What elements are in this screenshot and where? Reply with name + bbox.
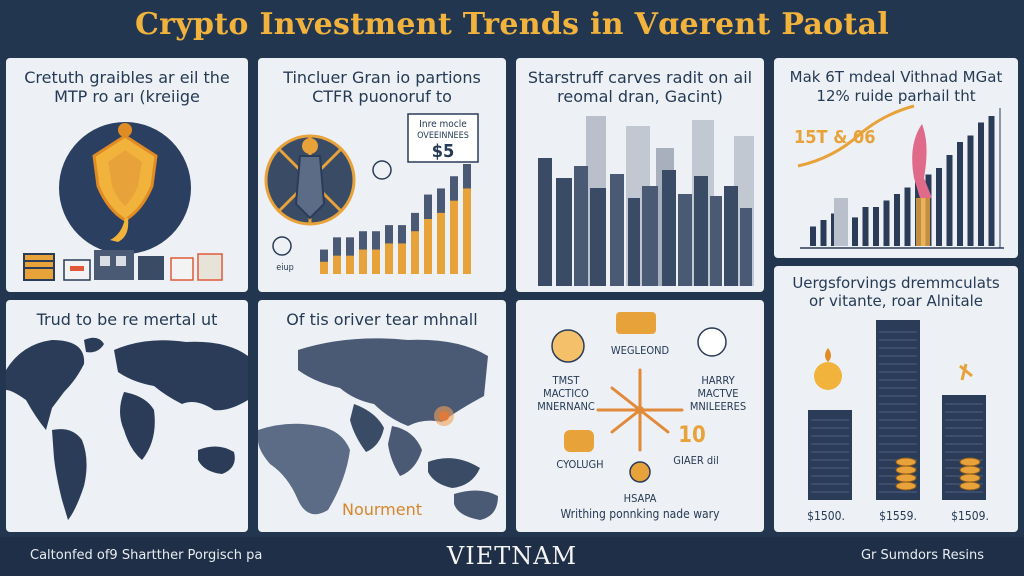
bar [424, 219, 432, 274]
node-bottom-left-label: CYOLUGH [556, 458, 604, 471]
panel-asia-map: Of tis oriver tear mhnall Nourment [258, 300, 506, 532]
footer-left-text: Caltonfed of9 Shartther Porgisch pa [30, 548, 263, 563]
bar [862, 207, 869, 246]
market-value-label: 15T & 06 [794, 127, 876, 148]
panel-caption-line1: Uergsforvings dremmculats [792, 274, 1000, 292]
investment-illustration [808, 320, 986, 500]
panel-caption-line2: or vitante, roar Alnitale [808, 292, 984, 310]
bar-label-1: $1500. [807, 509, 845, 523]
footer-bar: Caltonfed of9 Shartther Porgisch pa VIET… [0, 537, 1024, 576]
bar [346, 255, 354, 274]
node-right-label-3: MNILEERES [689, 400, 747, 413]
asia-map-illustration [258, 338, 498, 520]
world-map-illustration [6, 337, 248, 520]
bar [978, 122, 984, 246]
panel-network-diagram: WEGLEOND TMST MACTICO MNERNANC HARRY MAC… [516, 300, 764, 532]
bar [967, 135, 974, 246]
panel-caption-line1: Cretuth graibles ar eil the [24, 68, 230, 87]
bar [463, 188, 471, 274]
skyline-illustration [538, 116, 754, 286]
bar [359, 249, 367, 274]
panel-caption-line2: CTFR puonoruf to [312, 87, 452, 106]
node-left-label-1: TMST [552, 374, 580, 387]
bar [411, 231, 419, 274]
bar [333, 237, 341, 274]
bar [385, 243, 393, 274]
bar [988, 116, 995, 246]
node-right-label-2: MACTVE [697, 387, 739, 400]
bar [450, 200, 458, 274]
bar-label-2: $1559. [879, 509, 917, 523]
icon-label: eiup [276, 263, 294, 273]
network-diagram [551, 312, 727, 483]
shield-badge-illustration [23, 122, 223, 281]
node-bottom-right-number: 10 [678, 423, 706, 448]
panel-gain-portions: Tincluer Gran io partions CTFR puonoruf … [258, 58, 506, 292]
panel-growth-graphics: Cretuth graibles ar eil the MTP ro arı (… [6, 58, 248, 292]
panel-caption: Trud to be re mertal ut [36, 310, 218, 329]
diagram-bottom-caption: Writhing ponnking nade wary [560, 507, 720, 521]
infographic-title: Crypto Investment Trends in Vɑerent Paot… [134, 7, 890, 42]
bar-label-3: $1509. [951, 509, 989, 523]
footer-country-label: VIETNAM [446, 542, 578, 570]
investment-bar-chart [808, 320, 986, 500]
panel-investment-bars: Uergsforvings dremmculats or vitante, ro… [774, 266, 1018, 532]
node-right-label-1: HARRY [701, 374, 735, 387]
info-box-line1: Inre mocle [419, 119, 467, 130]
panel-world-map: Trud to be re mertal ut [6, 300, 248, 532]
footer-right-text: Gr Sumdors Resins [860, 548, 984, 563]
bar [810, 226, 816, 246]
bar [372, 249, 380, 274]
panel-caption: Of tis oriver tear mhnall [286, 310, 478, 329]
panel-caption-line2: MTP ro arı (kreiige [54, 87, 200, 106]
bar [873, 207, 879, 246]
bar [333, 255, 341, 274]
node-bottom-right-label: GIAER dil [673, 454, 719, 467]
bar [437, 212, 445, 274]
panel-caption-line1: Tincluer Gran io partions [283, 68, 481, 87]
node-bottom-label: HSAPA [623, 492, 657, 505]
panel-caption-line2: 12% ruide parhail tht [816, 87, 976, 105]
bar [346, 237, 354, 274]
building-icons [23, 250, 223, 281]
panel-caption-line2: reomal dran, Gacint) [557, 87, 723, 106]
bar [320, 261, 328, 274]
info-box-value: $5 [431, 141, 455, 162]
bar [398, 243, 406, 274]
bar [894, 194, 900, 246]
bar [904, 187, 911, 246]
panel-caption-line1: Starstruff carves radit on ail [527, 68, 753, 87]
node-top-label: WEGLEOND [610, 344, 670, 357]
gain-illustration [264, 113, 479, 274]
panel-city-skyline: Starstruff carves radit on ail reomal dr… [516, 58, 764, 292]
node-left-label-3: MNERNANC [537, 400, 595, 413]
bar [852, 217, 858, 246]
panel-caption-line1: Mak 6T mdeal Vithnad MGat [789, 68, 1003, 86]
growth-bar-chart [320, 164, 471, 274]
panel-vietnam-market: Mak 6T mdeal Vithnad MGat 12% ruide parh… [774, 58, 1018, 258]
bar [957, 142, 963, 246]
bar [936, 168, 942, 246]
bar [883, 200, 890, 246]
bar [946, 155, 953, 246]
info-box-line2: OVEEINNEES [417, 131, 469, 141]
map-bottom-label: Nourment [341, 500, 423, 519]
node-left-label-2: MACTICO [543, 387, 589, 400]
market-chart [797, 104, 1004, 249]
bar [820, 220, 827, 246]
bar [808, 410, 852, 500]
